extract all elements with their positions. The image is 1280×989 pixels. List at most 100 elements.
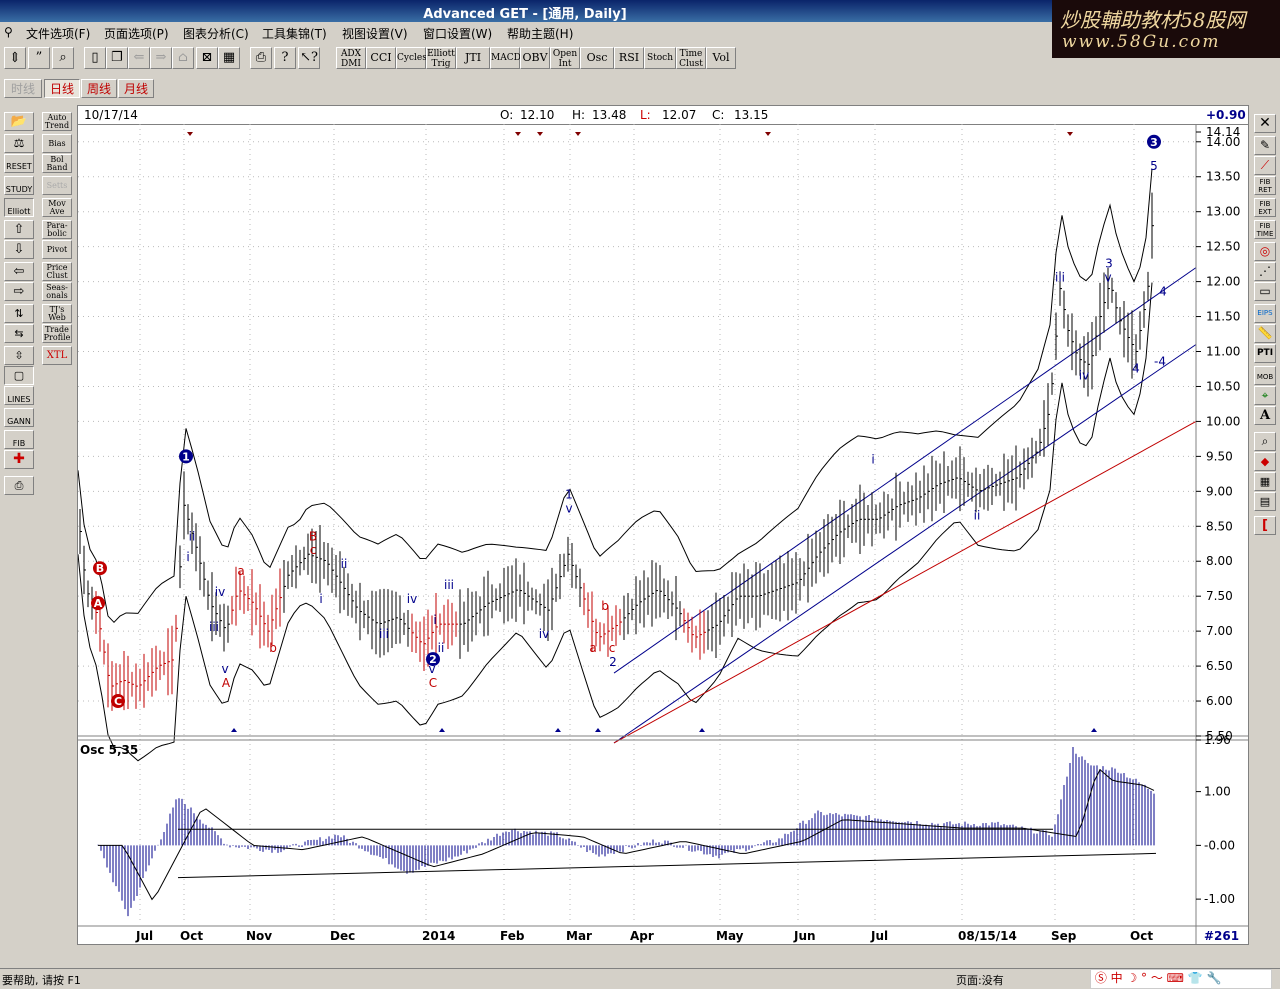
tab-weekly[interactable]: 周线 — [81, 79, 117, 98]
price-axis-label: 9.50 — [1206, 449, 1233, 463]
study-tj-web[interactable]: TJ's Web — [42, 304, 72, 323]
cycle-bottom-marker — [555, 728, 561, 732]
study-button[interactable]: STUDY — [4, 176, 34, 195]
study-mov-ave[interactable]: Mov Ave — [42, 198, 72, 217]
crosshair-icon[interactable]: ✚ — [4, 450, 34, 469]
pencil-icon[interactable]: ✎ — [1254, 136, 1276, 155]
elliott-button[interactable]: Elliott — [4, 198, 34, 217]
close-x-icon[interactable]: ✕ — [1254, 114, 1276, 133]
menu-window[interactable]: 窗口设置(W) — [423, 27, 493, 41]
study-cycles[interactable]: Cycles — [396, 47, 427, 69]
zoom-icon[interactable]: ⌕ — [52, 47, 74, 69]
price-chart-svg[interactable]: 123BACiiiiiiivvAabBciiiiiiiviiiiiivCiv1v… — [78, 124, 1248, 944]
study-jti[interactable]: JTI — [456, 47, 490, 69]
fib-button[interactable]: FIB — [4, 430, 34, 449]
tab-daily[interactable]: 日线 — [44, 79, 80, 98]
compress-horizontal-icon[interactable]: ⇆ — [4, 324, 34, 343]
open-folder-icon[interactable]: 📂 — [4, 112, 34, 131]
study-bias[interactable]: Bias — [42, 134, 72, 153]
grid-icon[interactable]: ▦ — [218, 47, 240, 69]
wave-label: C — [114, 695, 122, 708]
study-time-clust[interactable]: Time Clust — [676, 47, 706, 69]
study-bol-band[interactable]: Bol Band — [42, 154, 72, 173]
quote-icon[interactable]: ” — [28, 47, 50, 69]
back-icon[interactable]: ⇐ — [128, 47, 150, 69]
wave-label: -4 — [1154, 354, 1166, 368]
close-chart-icon[interactable]: ⊠ — [196, 47, 218, 69]
lines-button[interactable]: LINES — [4, 386, 34, 405]
osc-axis-label: 1.96 — [1204, 733, 1231, 747]
month-label: Jun — [793, 929, 816, 943]
circle-tool-icon[interactable]: ◎ — [1254, 242, 1276, 261]
forward-icon[interactable]: ⇒ — [150, 47, 172, 69]
box-tool-icon[interactable]: ▭ — [1254, 282, 1276, 301]
pointer-icon[interactable]: ⇕ — [4, 47, 26, 69]
menu-file[interactable]: 文件选项(F) — [26, 27, 91, 41]
fan-tool-icon[interactable]: ⋰ — [1254, 262, 1276, 281]
mob-button[interactable]: MOB — [1254, 366, 1276, 385]
menu-view[interactable]: 视图设置(V) — [342, 27, 408, 41]
study-pivot[interactable]: Pivot — [42, 240, 72, 259]
study-open-int[interactable]: Open Int — [550, 47, 580, 69]
ime-toolbar[interactable]: Ⓢ 中 ☽ ° 〜 ⌨ 👕 🔧 — [1090, 969, 1272, 989]
fib-ret-button[interactable]: FIB RET — [1254, 176, 1276, 195]
study-trade-profile[interactable]: Trade Profile — [42, 324, 72, 343]
study-xtl[interactable]: XTL — [42, 346, 72, 365]
pti-button[interactable]: PTI — [1254, 344, 1276, 363]
home-icon[interactable]: ⌂ — [172, 47, 194, 69]
arrow-right-icon[interactable]: ⇨ — [4, 282, 34, 301]
study-setts[interactable]: Setts — [42, 176, 72, 195]
study-auto-trend[interactable]: Auto Trend — [42, 112, 72, 131]
tab-hourly[interactable]: 时线 — [4, 79, 42, 98]
eips-button[interactable]: EIPS — [1254, 304, 1276, 323]
new-icon[interactable]: ▯ — [84, 47, 106, 69]
arrow-down-icon[interactable]: ⇩ — [4, 240, 34, 259]
tab-monthly[interactable]: 月线 — [118, 79, 154, 98]
print-setup-icon[interactable]: ⎙ — [4, 476, 34, 495]
study-price-clust[interactable]: Price Clust — [42, 262, 72, 281]
study-parabolic[interactable]: Para- bolic — [42, 220, 72, 239]
study-vol[interactable]: Vol — [706, 47, 736, 69]
gann-button[interactable]: GANN — [4, 408, 34, 427]
arrow-up-icon[interactable]: ⇧ — [4, 220, 34, 239]
context-help-icon[interactable]: ↖? — [298, 47, 320, 69]
app-menu-icon[interactable]: ⚲ — [4, 25, 13, 39]
reset-button[interactable]: RESET — [4, 154, 34, 173]
chart-panel[interactable]: 10/17/14 O: 12.10 H: 13.48 L: 12.07 C: 1… — [77, 105, 1249, 945]
text-tool-button[interactable]: A — [1254, 406, 1276, 425]
ruler-icon[interactable]: 📏 — [1254, 324, 1276, 343]
line-tool-icon[interactable]: ⟋ — [1254, 156, 1276, 175]
grid-toggle-icon[interactable]: ▦ — [1254, 472, 1276, 491]
copy-icon[interactable]: ❐ — [106, 47, 128, 69]
menu-chart[interactable]: 图表分析(C) — [183, 27, 249, 41]
arrow-left-icon[interactable]: ⇦ — [4, 262, 34, 281]
study-stoch[interactable]: Stoch — [644, 47, 676, 69]
price-axis-label: 10.00 — [1206, 414, 1240, 428]
study-osc[interactable]: Osc — [580, 47, 614, 69]
select-box-icon[interactable]: ▢ — [4, 366, 34, 385]
menu-help[interactable]: 帮助主题(H) — [507, 27, 574, 41]
target-icon[interactable]: ⌖ — [1254, 386, 1276, 405]
study-rsi[interactable]: RSI — [614, 47, 644, 69]
expand-icon[interactable]: ⇳ — [4, 346, 34, 365]
price-axis-label: 14.00 — [1206, 135, 1240, 149]
menu-page[interactable]: 页面选项(P) — [104, 27, 169, 41]
study-adx-dmi[interactable]: ADX DMI — [336, 47, 366, 69]
layout-icon[interactable]: ▤ — [1254, 492, 1276, 511]
red-bracket-icon[interactable]: [ — [1254, 516, 1276, 535]
eraser-icon[interactable]: ◆ — [1254, 452, 1276, 471]
study-elliott-trig[interactable]: Elliott Trig — [426, 47, 456, 69]
fib-time-button[interactable]: FIB TIME — [1254, 220, 1276, 239]
magnify-icon[interactable]: ⌕ — [1254, 432, 1276, 451]
study-macd[interactable]: MACD — [490, 47, 521, 69]
help-icon[interactable]: ? — [274, 47, 296, 69]
study-cci[interactable]: CCI — [366, 47, 396, 69]
study-obv[interactable]: OBV — [520, 47, 550, 69]
print-icon[interactable]: ⎙ — [250, 47, 272, 69]
scale-icon[interactable]: ⚖ — [4, 134, 34, 153]
study-seasonals[interactable]: Seas- onals — [42, 282, 72, 301]
compress-vertical-icon[interactable]: ⇅ — [4, 304, 34, 323]
fib-ext-button[interactable]: FIB EXT — [1254, 198, 1276, 217]
wave-label: v — [565, 501, 572, 515]
menu-tools[interactable]: 工具集锦(T) — [262, 27, 327, 41]
